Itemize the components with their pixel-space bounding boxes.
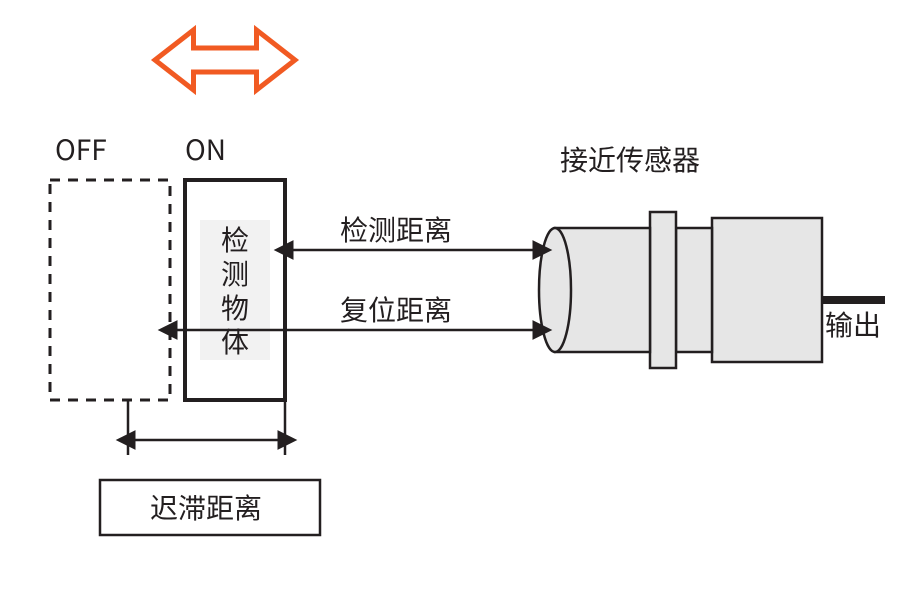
- hyst-label: 迟滞距离: [150, 487, 262, 527]
- reset-distance-label: 复位距离: [340, 289, 452, 329]
- off-position-box: [50, 180, 170, 400]
- sensor-title: 接近传感器: [560, 139, 700, 179]
- on-label: ON: [185, 129, 226, 169]
- off-label: OFF: [55, 129, 107, 169]
- output-label: 输出: [825, 304, 881, 344]
- detect-distance-label: 检测距离: [340, 209, 452, 249]
- motion-arrow: [155, 30, 295, 90]
- proximity-sensor: [539, 212, 885, 368]
- proximity-sensor-diagram: 检 测 物 体 OFF ON 接近传感器 检测距离 复位距离 输出 迟滞距离: [0, 0, 910, 596]
